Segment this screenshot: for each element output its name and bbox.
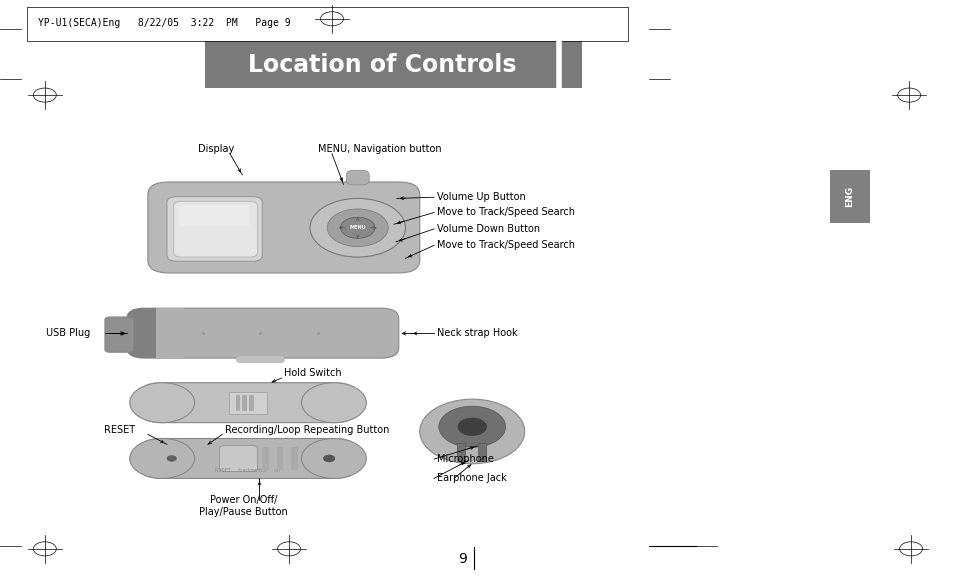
Text: Move to Track/Speed Search: Move to Track/Speed Search [436, 207, 575, 218]
Bar [229, 392, 267, 414]
Text: 9: 9 [458, 552, 467, 566]
Circle shape [167, 456, 176, 461]
Bar [242, 395, 247, 411]
Bar [262, 447, 269, 470]
Circle shape [438, 406, 505, 447]
Circle shape [340, 217, 375, 238]
FancyBboxPatch shape [148, 182, 419, 273]
Bar [205, 41, 581, 88]
Bar [235, 395, 240, 411]
Bar [249, 395, 253, 411]
Bar [829, 170, 869, 223]
Text: USB Plug: USB Plug [47, 328, 91, 339]
Text: Neck strap Hook: Neck strap Hook [436, 328, 517, 339]
FancyBboxPatch shape [346, 170, 369, 185]
Text: ENG: ENG [844, 186, 854, 207]
Text: RESET     trackswitch     off: RESET trackswitch off [215, 467, 280, 473]
FancyBboxPatch shape [219, 446, 257, 471]
Text: Location of Controls: Location of Controls [248, 53, 516, 76]
FancyBboxPatch shape [178, 205, 250, 227]
Circle shape [301, 438, 366, 478]
Bar [27, 7, 627, 41]
Circle shape [419, 399, 524, 464]
FancyBboxPatch shape [173, 201, 257, 257]
Circle shape [310, 198, 405, 257]
Text: Recording/Loop Repeating Button: Recording/Loop Repeating Button [225, 424, 389, 435]
Bar [477, 443, 485, 461]
FancyBboxPatch shape [105, 317, 133, 352]
Text: Display: Display [198, 143, 234, 154]
FancyBboxPatch shape [138, 438, 357, 478]
Circle shape [457, 418, 486, 436]
Text: MENU: MENU [349, 225, 366, 230]
Text: Hold Switch: Hold Switch [284, 367, 341, 378]
Bar [291, 447, 297, 470]
FancyBboxPatch shape [236, 356, 284, 363]
Circle shape [327, 209, 388, 247]
Bar [155, 308, 184, 358]
Circle shape [130, 438, 194, 478]
Text: Move to Track/Speed Search: Move to Track/Speed Search [436, 240, 575, 251]
Text: Microphone: Microphone [436, 454, 494, 464]
Circle shape [301, 383, 366, 423]
FancyBboxPatch shape [127, 308, 179, 358]
Text: MENU, Navigation button: MENU, Navigation button [317, 143, 441, 154]
Bar [276, 447, 283, 470]
Text: Power On/Off/
Play/Pause Button: Power On/Off/ Play/Pause Button [198, 495, 288, 517]
Circle shape [323, 455, 335, 462]
Bar [456, 443, 464, 461]
FancyBboxPatch shape [127, 308, 398, 358]
FancyBboxPatch shape [138, 383, 357, 423]
Text: Volume Up Button: Volume Up Button [436, 192, 525, 203]
Text: Earphone Jack: Earphone Jack [436, 473, 506, 484]
Text: YP-U1(SECA)Eng   8/22/05  3:22  PM   Page 9: YP-U1(SECA)Eng 8/22/05 3:22 PM Page 9 [38, 18, 291, 28]
Circle shape [130, 383, 194, 423]
Text: RESET: RESET [104, 424, 135, 435]
FancyBboxPatch shape [167, 197, 262, 261]
Text: Volume Down Button: Volume Down Button [436, 224, 539, 234]
